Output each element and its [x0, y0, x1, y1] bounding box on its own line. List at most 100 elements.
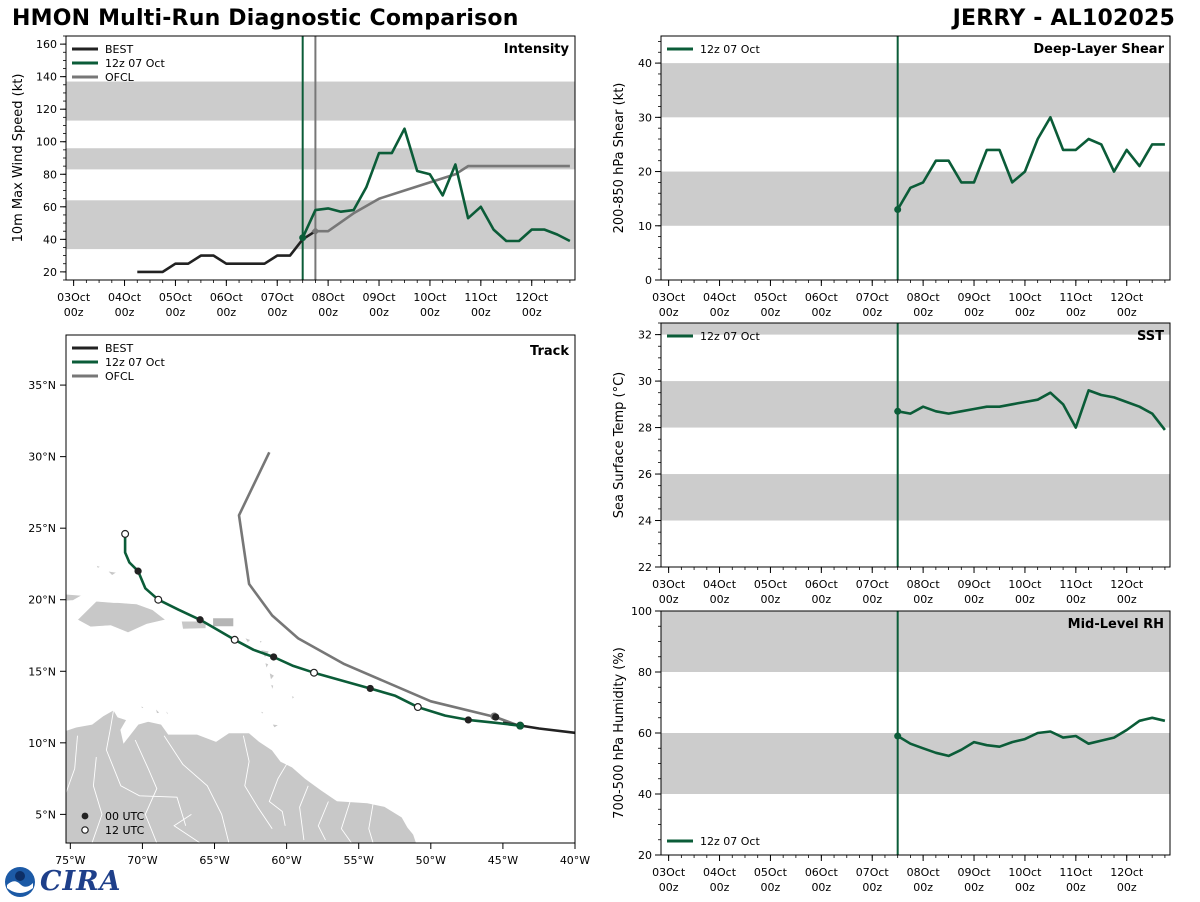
- cira-logo: CIRA: [4, 866, 121, 898]
- x-tick-label: 00z: [913, 593, 933, 606]
- x-tick-label: 10Oct: [1008, 578, 1042, 591]
- x-tick-label: 12Oct: [515, 291, 549, 304]
- country-border: [105, 709, 187, 826]
- x-tick-label: 08Oct: [907, 866, 941, 879]
- marker-12utc: [230, 635, 239, 644]
- country-border: [268, 764, 287, 826]
- x-tick-label: 00z: [471, 306, 491, 319]
- y-axis-label: Sea Surface Temp (°C): [612, 372, 627, 519]
- track-init-marker: [516, 721, 525, 730]
- panel-sst: 22 24 26 28 30 32 Sea Surface Temp (°C) 03Oct 00…: [612, 322, 1171, 606]
- y-tick-label: 10: [638, 220, 652, 233]
- x-tick-label: 00z: [1015, 593, 1035, 606]
- panel-title: Track: [530, 344, 569, 359]
- panel-rh: 20 40 60 80 100 700-500 hPa Humidity (%) 03Oct…: [612, 605, 1171, 894]
- x-tick-label: 04Oct: [108, 291, 142, 304]
- x-tick-label: 08Oct: [907, 578, 941, 591]
- x-tick-label: 00z: [522, 306, 542, 319]
- y-tick-label: 15°N: [28, 665, 56, 678]
- panel-track: 75°W 70°W 65°W 60°W 55°W 50°W 45°W 40°W 5°N 10°N 1…: [28, 334, 590, 867]
- country-border: [340, 801, 352, 843]
- x-tick-label: 06Oct: [210, 291, 244, 304]
- x-tick-label: 03Oct: [652, 866, 686, 879]
- country-border: [163, 735, 230, 843]
- land-island: [270, 683, 274, 691]
- band-2: [66, 81, 575, 121]
- y-axis-label: 10m Max Wind Speed (kt): [11, 74, 26, 243]
- x-tick-label: 00z: [913, 881, 933, 894]
- land-island: [77, 600, 167, 633]
- x-tick-label: 03Oct: [57, 291, 91, 304]
- x-tick-label: 10Oct: [1008, 291, 1042, 304]
- plot-frame: [660, 322, 1171, 568]
- y-tick-label: 100: [631, 605, 652, 618]
- x-tick-label: 11Oct: [1059, 866, 1093, 879]
- x-tick-label: 00z: [267, 306, 287, 319]
- x-tick-label: 00z: [1117, 593, 1137, 606]
- y-tick-label: 80: [43, 168, 57, 181]
- x-tick-label: 05Oct: [754, 578, 788, 591]
- country-border: [242, 735, 273, 829]
- x-tick-label: 00z: [761, 593, 781, 606]
- x-tick-label: 08Oct: [312, 291, 346, 304]
- panel-title: SST: [1137, 329, 1164, 344]
- x-tick-label: 05Oct: [159, 291, 193, 304]
- band-1: [66, 148, 575, 170]
- marker-12utc: [121, 529, 130, 538]
- legend-marker-12utc: [81, 826, 89, 834]
- y-tick-label: 60: [638, 727, 652, 740]
- y-tick-label: 5°N: [35, 808, 56, 821]
- x-tick-label: 45°W: [488, 854, 518, 867]
- x-tick-label: 00z: [64, 306, 84, 319]
- noaa-badge-icon: [5, 867, 35, 897]
- y-tick-label: 80: [638, 666, 652, 679]
- x-tick-label: 70°W: [127, 854, 157, 867]
- legend-label: BEST: [105, 342, 133, 355]
- land-island: [268, 672, 275, 681]
- y-tick-label: 140: [36, 71, 57, 84]
- land-south-america: [66, 709, 417, 843]
- x-tick-label: 06Oct: [805, 866, 839, 879]
- band-1: [661, 63, 1170, 118]
- init-marker: [894, 407, 902, 415]
- legend-label: 12z 07 Oct: [700, 43, 760, 56]
- marker-00utc: [134, 567, 142, 575]
- x-tick-label: 00z: [964, 593, 984, 606]
- x-tick-label: 00z: [862, 881, 882, 894]
- legend-label: 12z 07 Oct: [105, 356, 165, 369]
- y-tick-label: 120: [36, 103, 57, 116]
- x-tick-label: 00z: [862, 306, 882, 319]
- x-tick-label: 00z: [862, 593, 882, 606]
- band-1: [661, 611, 1170, 672]
- x-tick-label: 07Oct: [856, 866, 890, 879]
- y-tick-label: 22: [638, 561, 652, 574]
- x-tick-label: 75°W: [55, 854, 85, 867]
- plot-frame: [65, 334, 576, 844]
- x-tick-label: 10Oct: [1008, 866, 1042, 879]
- series-line-best: [137, 230, 317, 274]
- x-tick-label: 00z: [811, 306, 831, 319]
- x-tick-label: 03Oct: [652, 578, 686, 591]
- x-tick-label: 11Oct: [1059, 578, 1093, 591]
- y-tick-label: 40: [638, 57, 652, 70]
- x-tick-label: 00z: [811, 593, 831, 606]
- x-tick-label: 11Oct: [464, 291, 498, 304]
- x-tick-label: 09Oct: [958, 866, 992, 879]
- series-line-12z-07-oct: [301, 127, 571, 243]
- panel-title: Mid-Level RH: [1068, 617, 1164, 632]
- track-line-12z-07-oct: [123, 533, 521, 727]
- land-island: [244, 637, 252, 644]
- land-island: [106, 570, 118, 576]
- panel-title: Deep-Layer Shear: [1033, 42, 1164, 57]
- y-tick-label: 20: [638, 849, 652, 862]
- country-border: [368, 803, 374, 843]
- legend-label: 12 UTC: [105, 824, 145, 837]
- plot-frame: [660, 610, 1171, 856]
- series-line-ofcl: [315, 164, 570, 233]
- marker-12utc: [154, 595, 163, 604]
- x-tick-label: 06Oct: [805, 291, 839, 304]
- y-tick-label: 28: [638, 422, 652, 435]
- panel-title: Intensity: [504, 42, 570, 57]
- y-tick-label: 30°N: [28, 451, 56, 464]
- y-tick-label: 24: [638, 515, 652, 528]
